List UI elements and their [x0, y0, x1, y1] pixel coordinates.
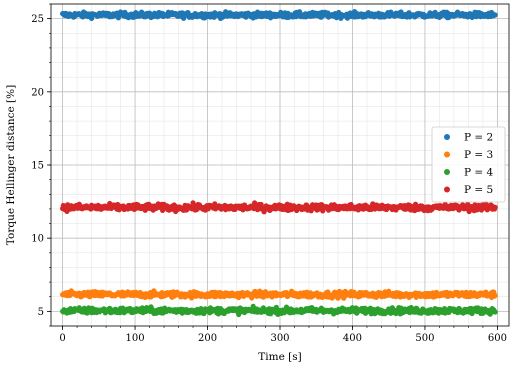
legend-marker	[444, 134, 450, 140]
y-tick-label: 5	[38, 307, 44, 318]
y-tick-label: 15	[31, 161, 44, 172]
legend-box	[431, 126, 506, 203]
data-point	[308, 208, 314, 214]
legend-marker	[444, 151, 450, 158]
tick-labels: 0 100 200 300 400 500 600 5 10 15 20 25	[31, 14, 507, 344]
x-tick-label: 600	[488, 333, 507, 344]
series-3	[59, 303, 498, 318]
series-4	[59, 200, 498, 215]
series-2	[59, 288, 498, 301]
x-tick-label: 200	[198, 333, 217, 344]
legend: P = 2 P = 3 P = 4 P = 5	[431, 126, 506, 203]
y-axis-label: Torque Hellinger distance [%]	[5, 85, 17, 245]
legend-marker	[444, 169, 450, 175]
legend-label: P = 3	[464, 149, 493, 161]
x-axis-label: Time [s]	[258, 351, 301, 363]
legend-label: P = 2	[464, 132, 493, 144]
x-tick-label: 100	[126, 333, 145, 344]
data-point	[492, 204, 498, 210]
data-point	[492, 292, 498, 299]
series-1	[59, 8, 498, 22]
data-point	[492, 309, 498, 315]
data-point	[492, 12, 498, 18]
legend-marker	[444, 186, 450, 193]
axis-ticks	[47, 3, 498, 330]
legend-label: P = 4	[464, 167, 494, 179]
x-tick-label: 0	[59, 333, 65, 344]
y-tick-label: 20	[31, 87, 44, 98]
x-tick-label: 400	[343, 333, 362, 344]
legend-label: P = 5	[464, 184, 493, 196]
data-points	[59, 8, 498, 318]
x-tick-label: 300	[270, 333, 289, 344]
x-tick-label: 500	[415, 333, 434, 344]
y-tick-label: 10	[31, 234, 44, 245]
y-tick-label: 25	[31, 14, 44, 25]
